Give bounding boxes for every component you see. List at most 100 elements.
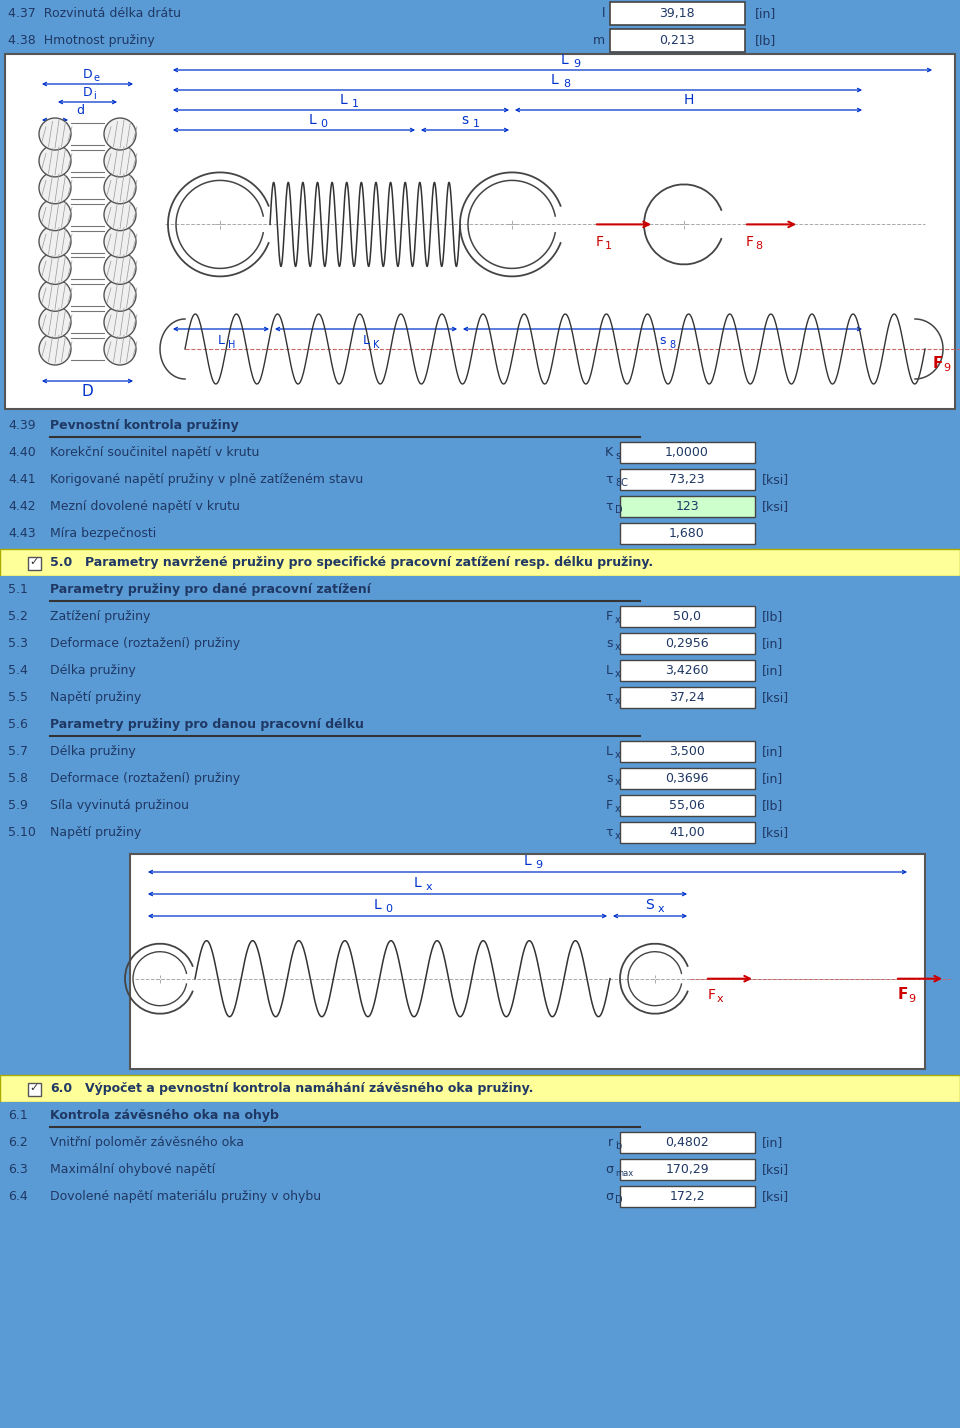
Text: 73,23: 73,23 (669, 473, 705, 486)
Text: 0,213: 0,213 (660, 34, 695, 47)
Text: s: s (615, 451, 620, 461)
Text: D: D (83, 86, 92, 99)
Text: m: m (593, 34, 605, 47)
Text: b: b (615, 1141, 621, 1151)
Text: 4.42: 4.42 (8, 500, 36, 513)
Bar (0, 603, 960, 630)
Circle shape (104, 198, 136, 231)
Text: L: L (606, 745, 613, 758)
Text: 5.0: 5.0 (50, 555, 72, 568)
Circle shape (104, 171, 136, 204)
Circle shape (39, 280, 71, 311)
Text: 5.9: 5.9 (8, 800, 28, 813)
Text: [in]: [in] (762, 1137, 783, 1150)
Text: 5.8: 5.8 (8, 773, 28, 785)
Bar (0, 575, 960, 603)
Bar (620, 823, 755, 843)
Bar (0, 1075, 960, 1102)
Text: 5.3: 5.3 (8, 637, 28, 650)
Text: 4.40: 4.40 (8, 446, 36, 458)
Bar (0, 684, 960, 711)
Text: 9: 9 (943, 363, 950, 373)
Text: Maximální ohybové napětí: Maximální ohybové napětí (50, 1162, 215, 1177)
Text: L: L (308, 113, 317, 127)
Text: L: L (373, 898, 381, 912)
Text: 50,0: 50,0 (673, 610, 701, 623)
Text: 5.2: 5.2 (8, 610, 28, 623)
Text: D: D (82, 384, 93, 398)
Text: L: L (606, 664, 613, 677)
Text: Korekční součinitel napětí v krutu: Korekční součinitel napětí v krutu (50, 446, 259, 458)
Text: L: L (562, 53, 569, 67)
Text: s: s (462, 113, 468, 127)
Bar (0, 738, 960, 765)
Text: 5.4: 5.4 (8, 664, 28, 677)
Circle shape (39, 306, 71, 338)
Bar (620, 633, 755, 654)
Text: [lb]: [lb] (762, 800, 783, 813)
Text: S: S (646, 898, 655, 912)
Bar (620, 1187, 755, 1207)
Text: 172,2: 172,2 (669, 1190, 705, 1202)
Bar (0, 493, 960, 520)
Bar (0, 438, 960, 466)
Text: Výpočet a pevnostní kontrola namáhání závěsného oka pružiny.: Výpočet a pevnostní kontrola namáhání zá… (85, 1082, 534, 1095)
Text: F: F (596, 236, 604, 250)
Text: [in]: [in] (762, 773, 783, 785)
Text: τ: τ (606, 473, 613, 486)
Bar (620, 1160, 755, 1180)
Text: K: K (605, 446, 613, 458)
Text: 9: 9 (908, 994, 915, 1004)
Text: 55,06: 55,06 (669, 800, 705, 813)
Text: x: x (658, 904, 664, 914)
Text: max: max (615, 1168, 634, 1178)
Text: 6.0: 6.0 (50, 1082, 72, 1095)
Text: 5.5: 5.5 (8, 691, 28, 704)
Text: 3,500: 3,500 (669, 745, 705, 758)
Text: [ksi]: [ksi] (762, 1190, 789, 1202)
Text: H: H (228, 340, 235, 350)
Text: F: F (933, 357, 944, 371)
Bar (620, 523, 755, 544)
Text: x: x (615, 831, 621, 841)
Circle shape (104, 144, 136, 177)
Bar (610, 1, 745, 26)
Text: e: e (93, 73, 100, 83)
Text: s: s (660, 334, 665, 347)
Circle shape (104, 253, 136, 284)
Text: [in]: [in] (755, 7, 777, 20)
Bar (28, 1082, 41, 1097)
Text: Délka pružiny: Délka pružiny (50, 664, 135, 677)
Text: Zatížení pružiny: Zatížení pružiny (50, 610, 151, 623)
Text: 6.3: 6.3 (8, 1162, 28, 1177)
Text: [in]: [in] (762, 664, 783, 677)
Text: 1: 1 (605, 241, 612, 251)
Text: F: F (708, 988, 716, 1001)
Text: τ: τ (606, 500, 613, 513)
Text: H: H (684, 93, 694, 107)
Text: 4.41: 4.41 (8, 473, 36, 486)
Text: x: x (425, 883, 432, 892)
Text: 0,4802: 0,4802 (665, 1137, 708, 1150)
Bar (620, 496, 755, 517)
Text: [ksi]: [ksi] (762, 473, 789, 486)
Bar (620, 768, 755, 790)
Text: Mezní dovolené napětí v krutu: Mezní dovolené napětí v krutu (50, 500, 240, 513)
Text: 4.39: 4.39 (8, 418, 36, 433)
Text: L: L (363, 334, 370, 347)
Bar (610, 29, 745, 51)
Bar (0, 765, 960, 793)
Text: Délka pružiny: Délka pružiny (50, 745, 135, 758)
Circle shape (39, 119, 71, 150)
Circle shape (104, 333, 136, 366)
Circle shape (39, 144, 71, 177)
Text: x: x (615, 750, 621, 760)
Text: d: d (76, 103, 84, 117)
Text: x: x (615, 668, 621, 678)
Text: Napětí pružiny: Napětí pružiny (50, 825, 141, 840)
Bar (0, 548, 960, 575)
Text: 4.43: 4.43 (8, 527, 36, 540)
Text: [lb]: [lb] (762, 610, 783, 623)
Bar (620, 1132, 755, 1152)
Circle shape (104, 119, 136, 150)
